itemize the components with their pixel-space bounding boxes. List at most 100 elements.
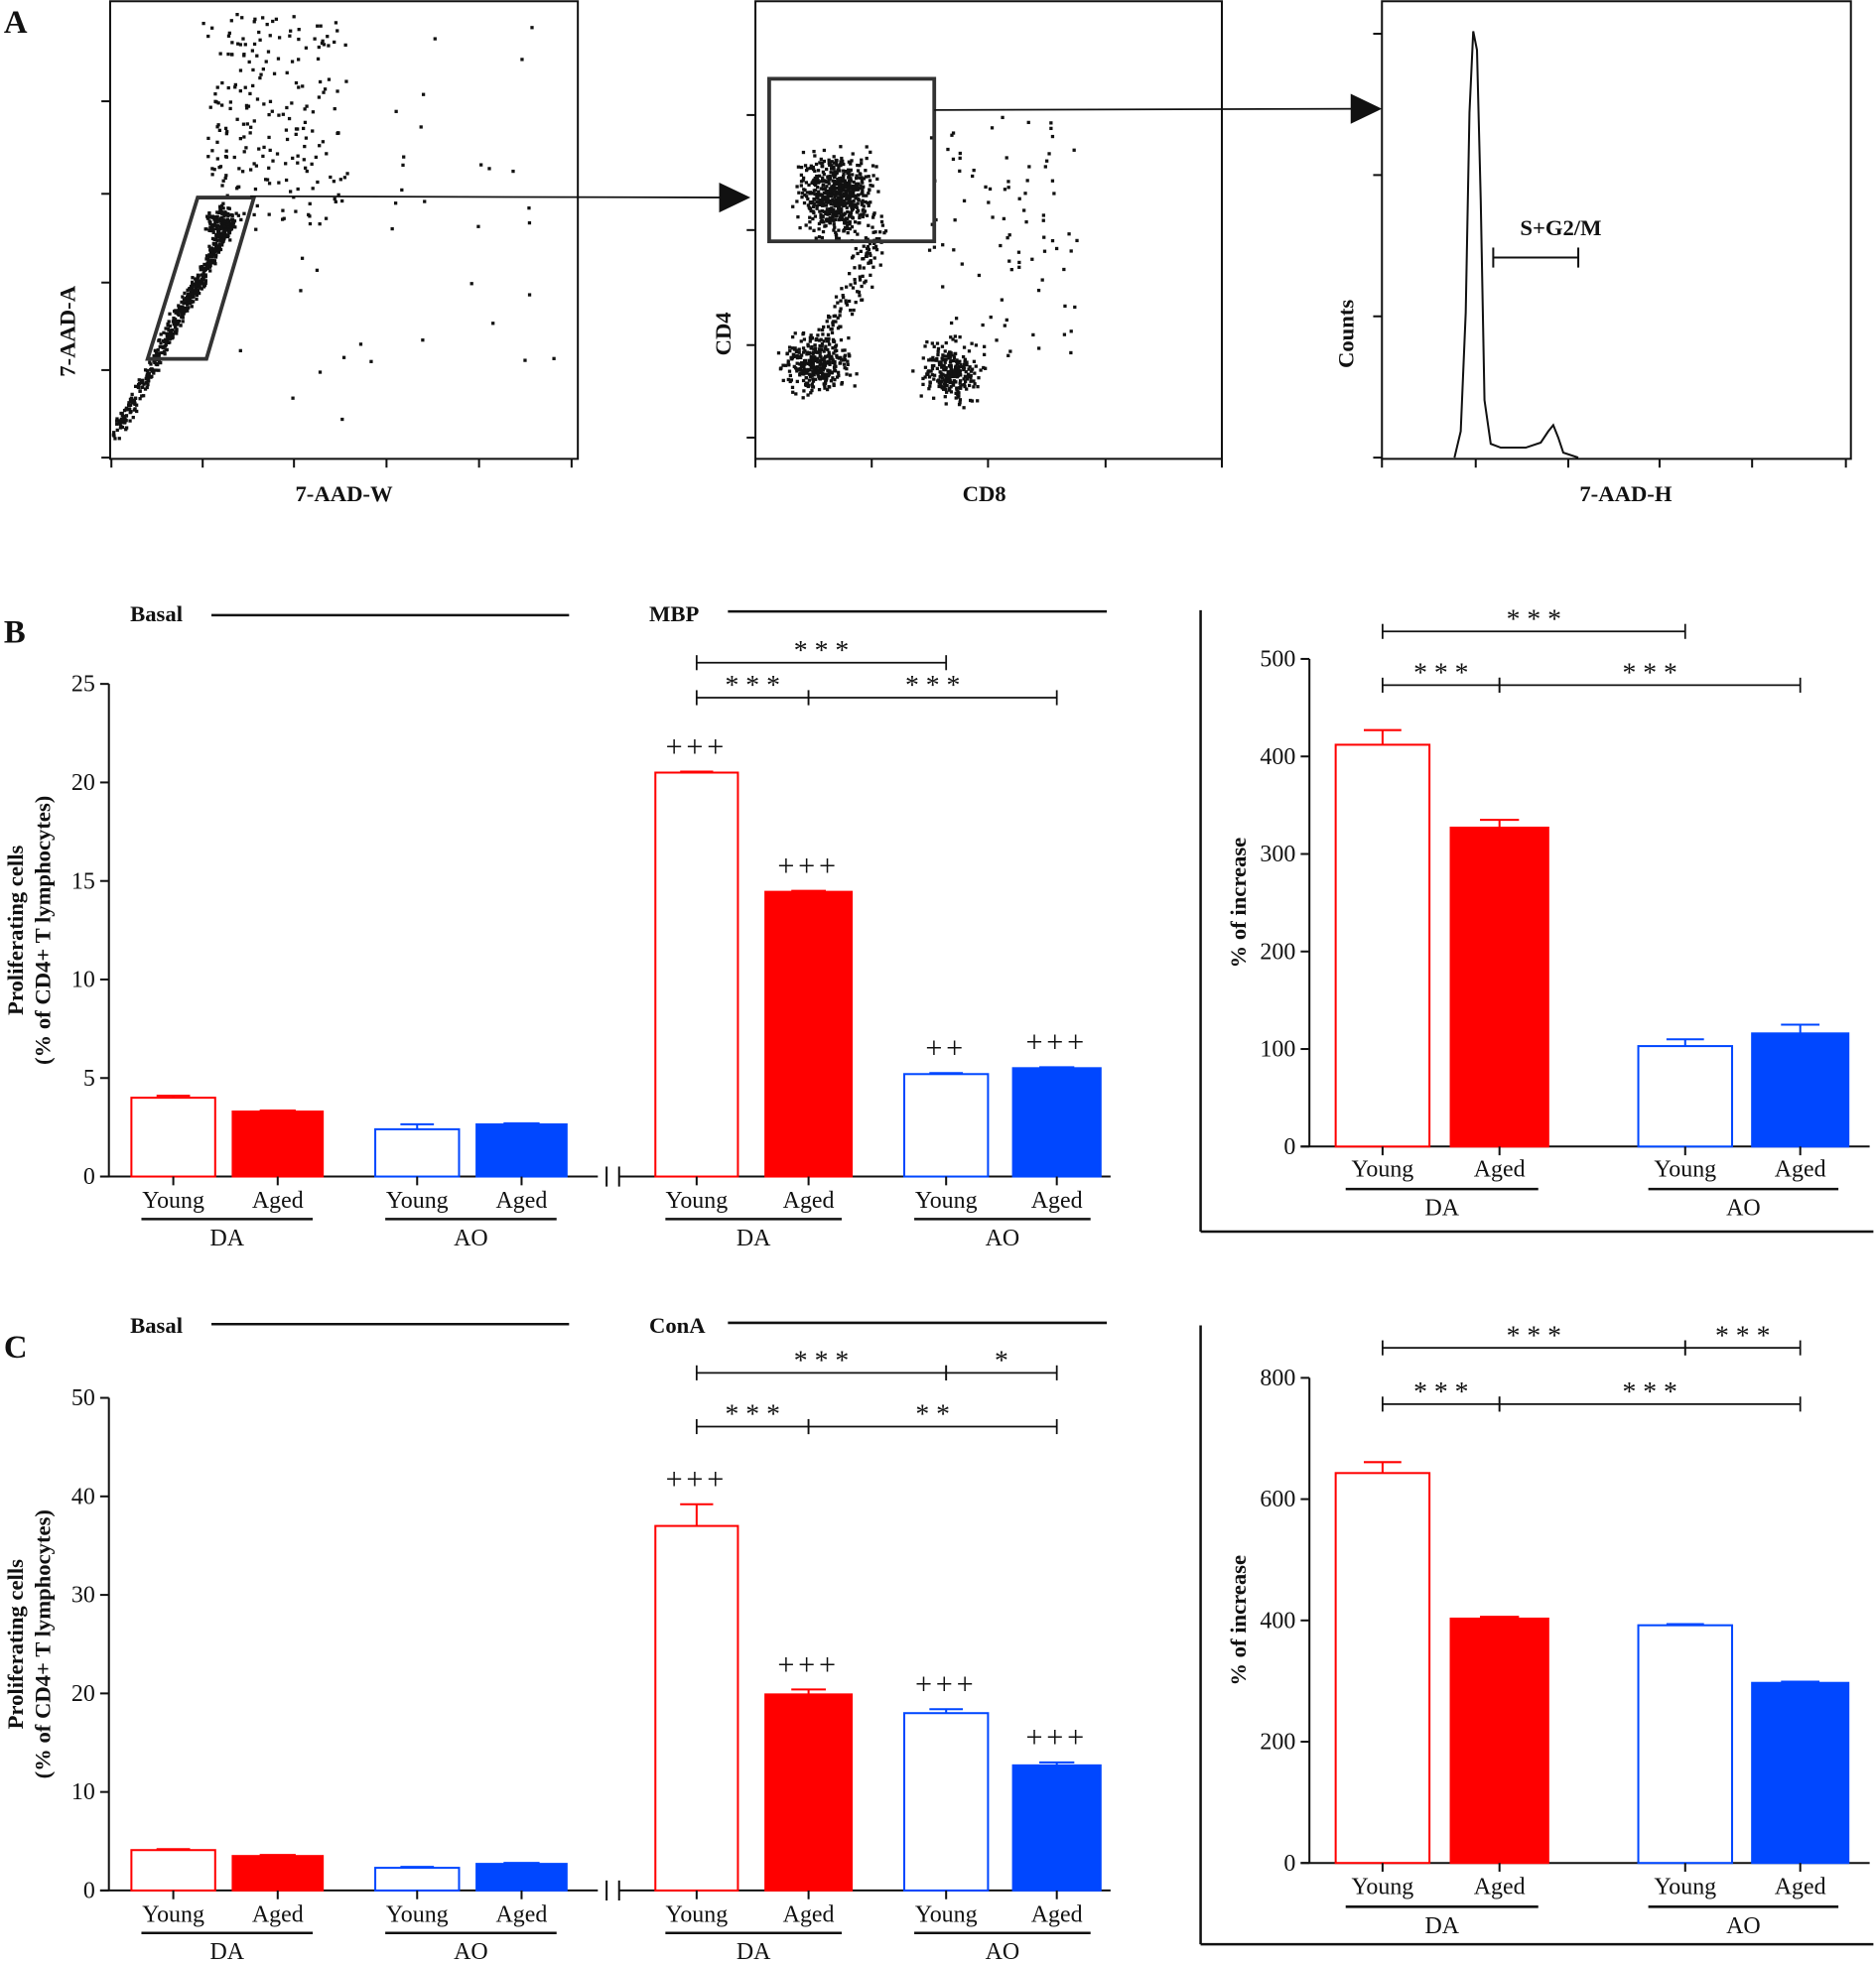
event-dot (858, 266, 862, 270)
event-dot (816, 371, 820, 375)
event-dot (137, 378, 141, 382)
event-dot (878, 263, 882, 267)
event-dot (266, 50, 271, 54)
event-dot (949, 371, 953, 375)
event-dot (858, 220, 862, 225)
event-dot (214, 217, 219, 221)
event-dot (369, 359, 373, 363)
event-dot (210, 236, 215, 241)
event-dot (1040, 278, 1044, 282)
event-dot (846, 183, 850, 187)
event-dot (160, 350, 164, 355)
event-dot (252, 212, 256, 217)
event-dot (954, 391, 958, 396)
event-dot (180, 313, 185, 318)
x-tick-label: Aged (1474, 1157, 1526, 1183)
event-dot (852, 195, 856, 198)
x-tick-label: Aged (496, 1901, 548, 1927)
event-dot (235, 117, 239, 121)
event-dot (799, 180, 804, 184)
event-dot (958, 401, 962, 405)
bar-da-aged (1449, 826, 1549, 1148)
event-dot (828, 216, 832, 220)
event-dot (861, 181, 865, 185)
event-dot (811, 352, 815, 356)
condition-label: MBP (649, 601, 699, 626)
event-dot (822, 191, 827, 196)
event-dot (226, 213, 230, 218)
event-dot (930, 341, 934, 345)
event-dot (842, 228, 847, 232)
event-dot (819, 194, 823, 197)
event-dot (216, 250, 221, 254)
event-dot (112, 434, 116, 438)
event-dot (177, 306, 182, 310)
event-dot (867, 175, 871, 179)
event-dot (159, 360, 163, 365)
event-dot (929, 357, 933, 361)
event-dot (820, 341, 825, 346)
event-dot (849, 179, 854, 183)
event-dot (833, 377, 837, 382)
event-dot (171, 327, 175, 332)
event-dot (853, 266, 857, 270)
event-dot (949, 369, 953, 373)
event-dot (243, 85, 247, 89)
event-dot (923, 344, 927, 348)
event-dot (830, 206, 834, 210)
event-dot (952, 248, 956, 252)
event-dot (781, 378, 785, 383)
event-dot (873, 244, 878, 248)
event-dot (877, 230, 882, 234)
event-dot (810, 192, 815, 196)
event-dot (215, 157, 219, 161)
event-dot (982, 365, 986, 370)
event-dot (207, 255, 211, 259)
event-dot (158, 337, 162, 342)
event-dot (951, 157, 956, 162)
event-dot (801, 396, 805, 400)
event-dot (314, 155, 318, 160)
event-dot (837, 166, 841, 171)
event-dot (232, 219, 237, 223)
group-label: AO (1726, 1196, 1761, 1222)
event-dot (810, 388, 814, 393)
event-dot (265, 178, 270, 182)
event-dot (944, 390, 949, 394)
x-tick-label: Aged (1474, 1875, 1526, 1900)
event-dot (797, 368, 802, 372)
event-dot (831, 345, 835, 350)
event-dot (820, 347, 824, 352)
event-dot (1037, 346, 1041, 350)
event-dot (315, 268, 320, 272)
event-dot (944, 376, 948, 380)
event-dot (118, 422, 122, 427)
event-dot (1008, 349, 1012, 353)
event-dot (813, 189, 818, 193)
event-dot (958, 156, 962, 160)
event-dot (817, 174, 822, 178)
event-dot (245, 106, 249, 110)
event-dot (831, 202, 836, 206)
event-dot (228, 106, 232, 111)
event-dot (958, 381, 962, 385)
event-dot (255, 54, 259, 58)
event-dot (853, 229, 857, 233)
event-dot (1005, 156, 1008, 160)
event-dot (218, 52, 222, 56)
event-dot (208, 269, 212, 273)
significance-plus-label: +++ (777, 1647, 839, 1681)
event-dot (297, 37, 301, 42)
event-dot (927, 248, 932, 252)
event-dot (334, 21, 338, 25)
event-dot (819, 366, 824, 370)
event-dot (967, 367, 971, 371)
event-dot (129, 396, 134, 400)
event-dot (941, 353, 945, 357)
event-dot (825, 361, 829, 365)
event-dot (834, 295, 839, 299)
event-dot (799, 361, 804, 365)
event-dot (851, 189, 855, 194)
event-dot (152, 359, 156, 363)
event-dot (390, 226, 394, 231)
